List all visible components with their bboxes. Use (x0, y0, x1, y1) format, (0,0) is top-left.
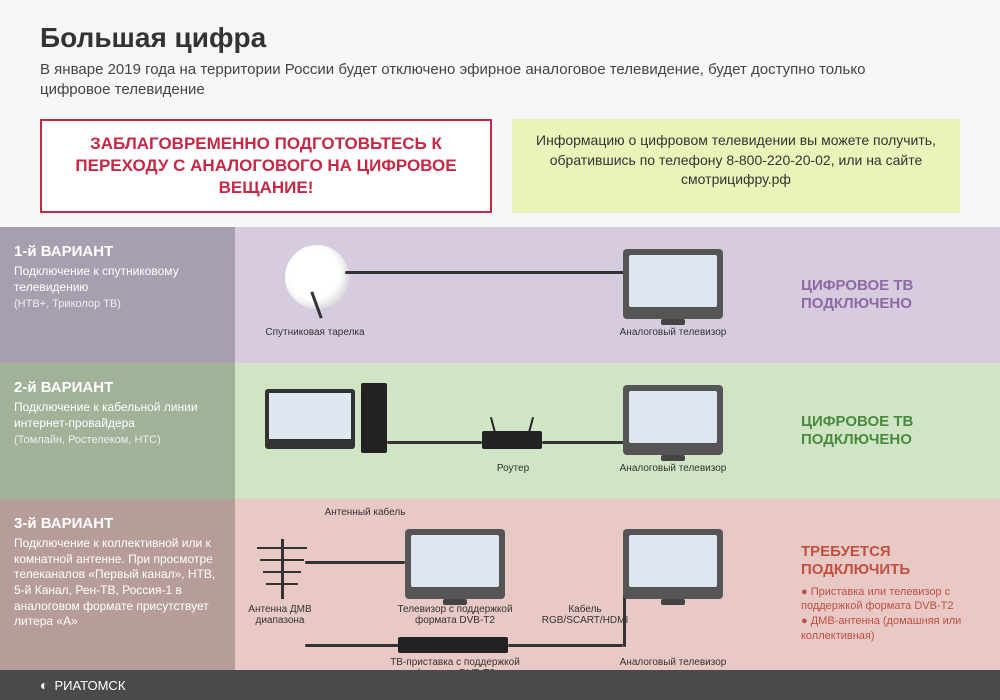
requirement-item: ДМВ-антенна (домашняя или коллективная) (801, 614, 984, 644)
variant-3-left: 3-й ВАРИАНТ Подключение к коллективной и… (0, 499, 235, 687)
header: Большая цифра В январе 2019 года на терр… (0, 0, 1000, 109)
cable-line (305, 644, 400, 647)
variant-1-status: ЦИФРОВОЕ ТВ ПОДКЛЮЧЕНО (785, 227, 1000, 363)
tv-dvb-label: Телевизор с поддержкой формата DVB-T2 (395, 604, 515, 626)
cable-line (345, 271, 625, 274)
footer: ◐ РИАТОМСК (0, 670, 1000, 700)
rgb-cable-label: Кабель RGB/SCART/HDMI (535, 604, 635, 626)
variant-row-1: 1-й ВАРИАНТ Подключение к спутниковому т… (0, 227, 1000, 363)
page-subtitle: В январе 2019 года на территории России … (40, 60, 940, 99)
cable-line (542, 441, 624, 444)
callout-warning: ЗАБЛАГОВРЕМЕННО ПОДГОТОВЬТЕСЬ К ПЕРЕХОДУ… (40, 119, 492, 213)
variant-3-title: 3-й ВАРИАНТ (14, 515, 221, 532)
cable-line (305, 561, 405, 564)
variant-3-desc: Подключение к коллективной или к комнатн… (14, 536, 221, 630)
requirement-item: Приставка или телевизор с поддержкой фор… (801, 585, 984, 615)
variant-1-desc: Подключение к спутниковому телевидению (14, 264, 221, 295)
tv-label: Аналоговый телевизор (613, 463, 733, 474)
requirements-list: Приставка или телевизор с поддержкой фор… (801, 585, 984, 644)
variant-row-3: 3-й ВАРИАНТ Подключение к коллективной и… (0, 499, 1000, 687)
satellite-dish-icon (285, 245, 349, 309)
dish-label: Спутниковая тарелка (255, 327, 375, 338)
tv-dvb-icon (405, 529, 505, 599)
tv-icon (623, 249, 723, 319)
infographic-page: Большая цифра В январе 2019 года на терр… (0, 0, 1000, 700)
tv-label: Аналоговый телевизор (613, 327, 733, 338)
brand-name: РИАТОМСК (54, 678, 125, 693)
variant-2-note: (Томлайн, Ростелеком, НТС) (14, 434, 221, 446)
variant-1-diagram: Спутниковая тарелка Аналоговый телевизор (235, 227, 785, 363)
status-connected: ЦИФРОВОЕ ТВ ПОДКЛЮЧЕНО (801, 277, 984, 313)
variant-1-note: (НТВ+, Триколор ТВ) (14, 298, 221, 310)
variant-row-2: 2-й ВАРИАНТ Подключение к кабельной лини… (0, 363, 1000, 499)
brand-logo-icon: ◐ (40, 677, 48, 693)
cable-vert (623, 594, 626, 647)
tv-label: Аналоговый телевизор (613, 657, 733, 668)
variant-2-diagram: Роутер Аналоговый телевизор (235, 363, 785, 499)
cable-line (387, 441, 482, 444)
variant-2-left: 2-й ВАРИАНТ Подключение к кабельной лини… (0, 363, 235, 499)
status-connected: ЦИФРОВОЕ ТВ ПОДКЛЮЧЕНО (801, 413, 984, 449)
callouts: ЗАБЛАГОВРЕМЕННО ПОДГОТОВЬТЕСЬ К ПЕРЕХОДУ… (0, 109, 1000, 227)
callout-info: Информацию о цифровом телевидении вы мож… (512, 119, 960, 213)
variant-2-title: 2-й ВАРИАНТ (14, 379, 221, 396)
settop-box-icon (398, 637, 508, 653)
monitor-icon (265, 389, 355, 449)
router-icon (482, 431, 542, 449)
variant-1-title: 1-й ВАРИАНТ (14, 243, 221, 260)
variant-2-desc: Подключение к кабельной линии интернет-п… (14, 400, 221, 431)
status-required: ТРЕБУЕТСЯ ПОДКЛЮЧИТЬ (801, 543, 984, 579)
cable-line (508, 644, 623, 647)
page-title: Большая цифра (40, 22, 960, 54)
antenna-icon (257, 539, 307, 599)
router-label: Роутер (453, 463, 573, 474)
antenna-label: Антенна ДМВ диапазона (225, 604, 335, 626)
antenna-cable-label: Антенный кабель (305, 507, 425, 518)
variant-3-diagram: Антенный кабель Телевизор с поддержкой ф… (235, 499, 785, 687)
variant-2-status: ЦИФРОВОЕ ТВ ПОДКЛЮЧЕНО (785, 363, 1000, 499)
tv-icon (623, 385, 723, 455)
tv-icon (623, 529, 723, 599)
variant-1-left: 1-й ВАРИАНТ Подключение к спутниковому т… (0, 227, 235, 363)
variant-3-status: ТРЕБУЕТСЯ ПОДКЛЮЧИТЬ Приставка или телев… (785, 499, 1000, 687)
pc-tower-icon (361, 383, 387, 453)
